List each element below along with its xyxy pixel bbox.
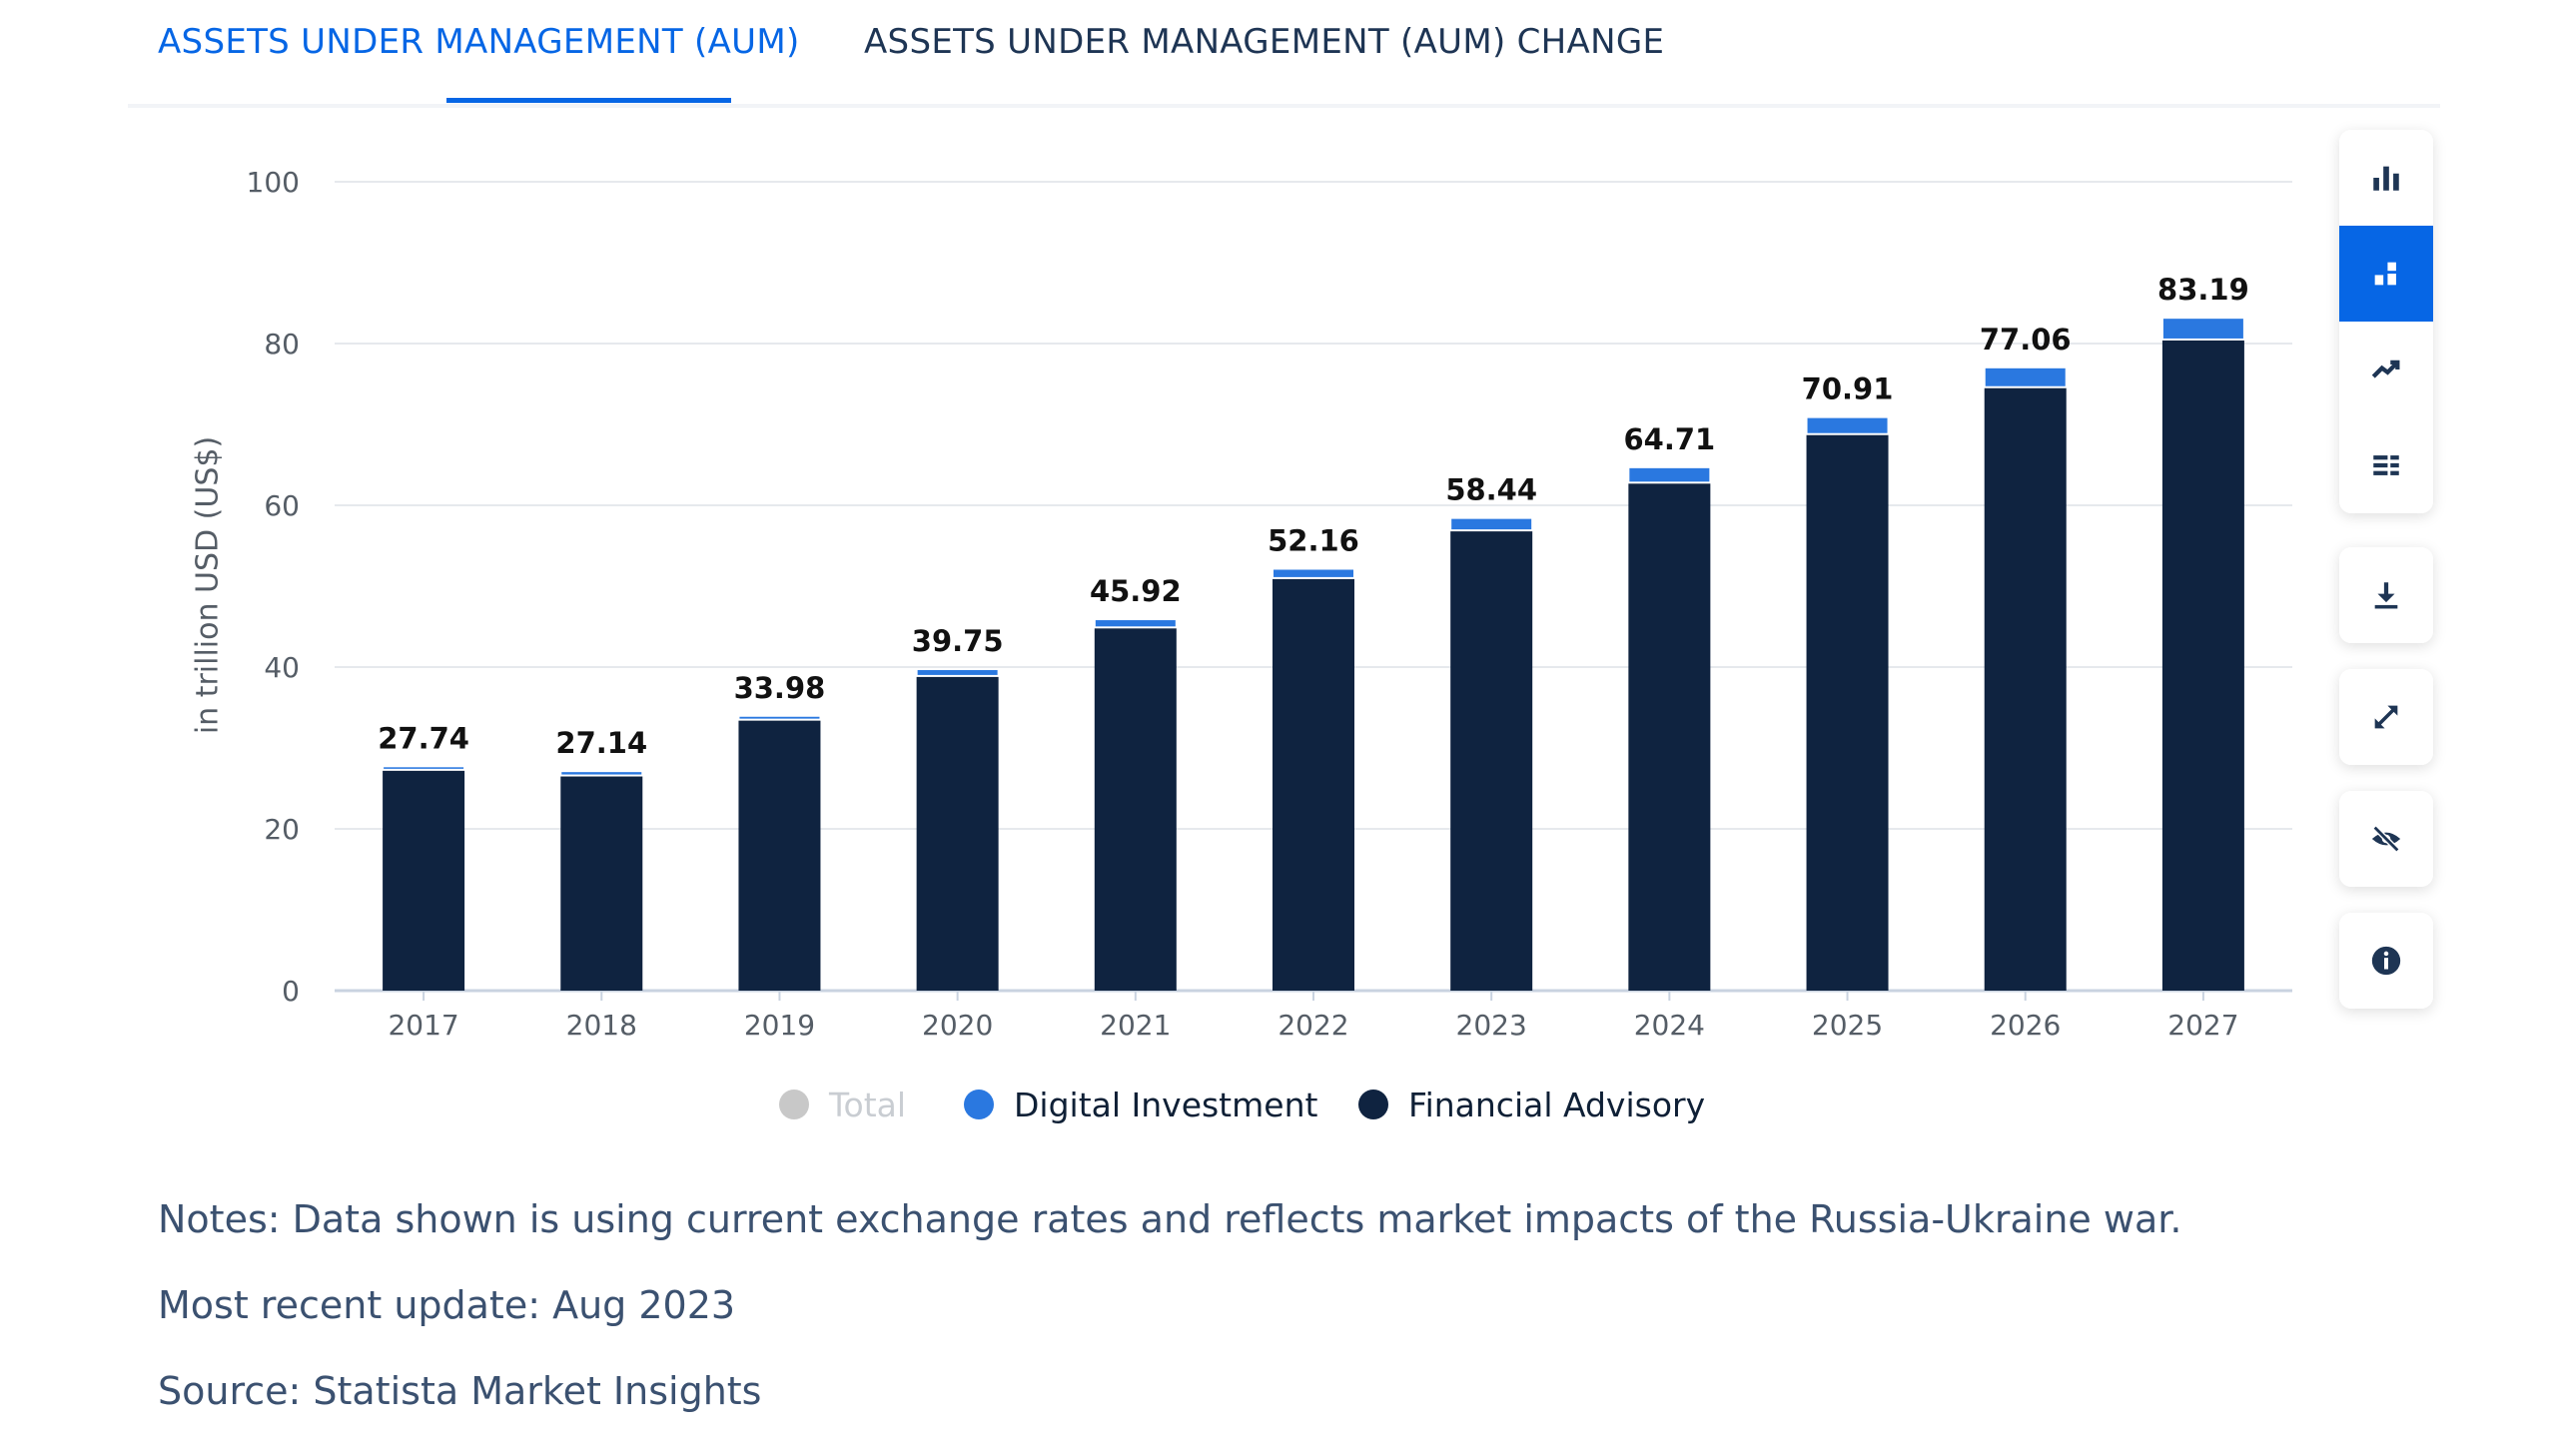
legend-dot-total xyxy=(779,1090,809,1119)
x-tick-label: 2018 xyxy=(566,1009,637,1042)
y-tick-label: 100 xyxy=(247,166,300,199)
bar-digital-investment xyxy=(2160,317,2245,341)
fullscreen-icon xyxy=(2374,705,2398,729)
info-button[interactable] xyxy=(2339,913,2433,1009)
bar-chart-button[interactable] xyxy=(2339,130,2433,226)
legend-item-financial-advisory[interactable]: Financial Advisory xyxy=(1358,1083,1705,1126)
active-tab-indicator xyxy=(446,98,731,103)
data-label-total: 52.16 xyxy=(1268,524,1359,558)
data-label-total: 77.06 xyxy=(1980,323,2072,357)
bar-financial-advisory xyxy=(916,675,999,991)
data-label-total: 27.14 xyxy=(555,726,647,760)
bar-financial-advisory xyxy=(1984,386,2067,991)
fullscreen-group xyxy=(2339,669,2433,765)
eye-slash-icon xyxy=(2371,825,2401,853)
x-tick-label: 2026 xyxy=(1990,1009,2061,1042)
bar-digital-investment xyxy=(1627,465,1712,484)
x-tick-label: 2021 xyxy=(1100,1009,1171,1042)
data-label-total: 27.74 xyxy=(378,721,469,755)
source-text: Source: Statista Market Insights xyxy=(158,1369,762,1413)
chart-notes: Notes: Data shown is using current excha… xyxy=(158,1198,2181,1456)
bar-digital-investment xyxy=(559,770,644,777)
bar-digital-investment xyxy=(382,765,466,771)
y-tick-label: 20 xyxy=(264,813,300,846)
info-group xyxy=(2339,913,2433,1009)
legend-label-financial-advisory: Financial Advisory xyxy=(1408,1085,1706,1124)
download-button[interactable] xyxy=(2339,547,2433,643)
update-text: Most recent update: Aug 2023 xyxy=(158,1283,736,1327)
bar-digital-investment xyxy=(737,714,822,721)
bar-financial-advisory xyxy=(560,775,643,991)
x-tick-label: 2025 xyxy=(1812,1009,1883,1042)
data-label-total: 39.75 xyxy=(912,624,1004,658)
bar-digital-investment xyxy=(1272,567,1355,579)
fullscreen-button[interactable] xyxy=(2339,669,2433,765)
y-axis-label: in trillion USD (US$) xyxy=(190,435,226,735)
legend-label-total: Total xyxy=(829,1085,907,1124)
data-label-total: 70.91 xyxy=(1802,372,1894,406)
x-tick-label: 2019 xyxy=(744,1009,815,1042)
bar-financial-advisory xyxy=(738,719,821,991)
data-label-total: 58.44 xyxy=(1445,473,1537,507)
note-text: Notes: Data shown is using current excha… xyxy=(158,1197,2182,1241)
legend-label-digital-investment: Digital Investment xyxy=(1014,1085,1318,1124)
bar-digital-investment xyxy=(1093,618,1178,629)
data-label-total: 45.92 xyxy=(1090,574,1182,608)
x-tick-label: 2024 xyxy=(1634,1009,1705,1042)
y-tick-label: 0 xyxy=(282,975,300,1008)
legend-dot-financial-advisory xyxy=(1358,1090,1388,1119)
trend-line-icon xyxy=(2371,360,2400,378)
bar-digital-investment xyxy=(1983,365,2068,388)
download-icon xyxy=(2374,582,2398,609)
bar-financial-advisory xyxy=(1273,577,1354,991)
bar-financial-advisory xyxy=(1450,530,1533,991)
legend-dot-digital-investment xyxy=(964,1090,994,1119)
hide-button[interactable] xyxy=(2339,791,2433,887)
x-tick-label: 2017 xyxy=(388,1009,458,1042)
bar-financial-advisory xyxy=(383,769,465,991)
legend-item-digital-investment[interactable]: Digital Investment xyxy=(964,1083,1317,1126)
bar-financial-advisory xyxy=(1094,627,1177,991)
info-icon xyxy=(2371,946,2401,976)
data-label-total: 64.71 xyxy=(1623,422,1715,456)
stacked-bar-icon xyxy=(2374,262,2396,286)
download-group xyxy=(2339,547,2433,643)
chart-type-group xyxy=(2339,130,2433,513)
legend: Total Digital Investment Financial Advis… xyxy=(0,1083,2557,1126)
data-label-total: 83.19 xyxy=(2157,273,2249,307)
chart-tabs: ASSETS UNDER MANAGEMENT (AUM) ASSETS UND… xyxy=(128,0,2440,108)
table-icon xyxy=(2373,455,2399,475)
y-tick-label: 40 xyxy=(264,651,300,684)
stacked-bar-button[interactable] xyxy=(2339,226,2433,322)
bar-financial-advisory xyxy=(1806,433,1889,992)
data-label-total: 33.98 xyxy=(734,671,826,705)
tab-aum[interactable]: ASSETS UNDER MANAGEMENT (AUM) xyxy=(158,22,800,62)
y-tick-label: 80 xyxy=(264,328,300,361)
x-tick-label: 2023 xyxy=(1456,1009,1527,1042)
bar-financial-advisory xyxy=(2161,339,2244,991)
tab-aum-change[interactable]: ASSETS UNDER MANAGEMENT (AUM) CHANGE xyxy=(864,22,1665,62)
bar-financial-advisory xyxy=(1628,482,1711,991)
legend-item-total[interactable]: Total xyxy=(779,1083,906,1126)
hide-group xyxy=(2339,791,2433,887)
bar-digital-investment xyxy=(1805,415,1890,435)
trend-line-button[interactable] xyxy=(2339,322,2433,417)
table-button[interactable] xyxy=(2339,417,2433,513)
bar-digital-investment xyxy=(1449,516,1534,532)
x-tick-label: 2020 xyxy=(922,1009,993,1042)
x-tick-label: 2022 xyxy=(1278,1009,1348,1042)
bar-digital-investment xyxy=(915,668,1000,677)
bar-chart-icon xyxy=(2373,166,2399,191)
y-tick-label: 60 xyxy=(264,489,300,522)
x-tick-label: 2027 xyxy=(2167,1009,2238,1042)
